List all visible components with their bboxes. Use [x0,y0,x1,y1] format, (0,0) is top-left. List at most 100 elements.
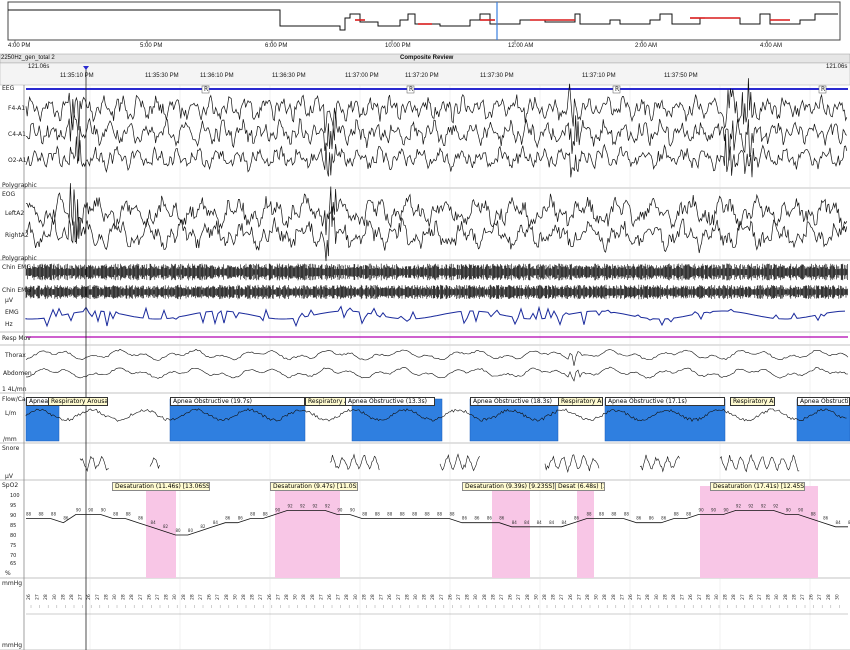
desat-event-0[interactable]: Desaturation (11.46s) [13.06SS] [112,482,210,491]
resp-event-1[interactable]: Respiratory Arousal [48,397,108,406]
emg-chin-label: Chin EMG [2,287,31,294]
desat-event-3[interactable]: Desat (6.48s) [12.7SS] [555,482,605,491]
resp-event-9[interactable]: Apnea Obstructive [797,397,850,406]
hr-value: 26 [688,594,694,600]
emg-group-label: Chin EMG [2,264,31,271]
hr-value: 27 [499,594,505,600]
flow-group-label: Flow/Cann [2,396,34,403]
respiratory-events[interactable] [25,398,850,442]
spo2-value: 88 [26,512,32,517]
overview-time-5[interactable]: 2:00 AM [635,43,658,49]
hr-value: 27 [680,594,686,600]
hr-value: 27 [275,594,281,600]
hr-value: 28 [129,594,135,600]
spo2-value: 84 [549,520,555,525]
desat-event-4[interactable]: Desaturation (17.41s) [12.45SS] [710,482,805,491]
stage-mark-2: R [615,86,620,93]
overview-time-1[interactable]: 5:00 PM [140,43,163,49]
hr-value: 30 [654,594,660,600]
hr-value: 28 [181,594,187,600]
hr-value: 28 [465,594,471,600]
time-bar [0,62,850,86]
eeg-o2-label: O2-A1 [8,157,27,164]
hr-value: 28 [645,594,651,600]
time-tick-8: 11:37:50 PM [664,73,698,79]
resp-event-8[interactable]: Respiratory Arousal [730,397,775,406]
spo2-value: 88 [449,512,455,517]
time-tick-1: 11:35:30 PM [145,73,179,79]
hr-value: 28 [301,594,307,600]
hr-value: 28 [241,594,247,600]
desaturation-events[interactable] [146,486,818,578]
hr-value: 27 [697,594,703,600]
channel-dividers [0,85,850,650]
resp-event-6[interactable]: Respiratory Arousal [558,397,603,406]
hr-value: 28 [60,594,66,600]
overview-time-3[interactable]: 10:00 PM [385,43,411,49]
spo2-value: 92 [300,503,306,508]
overview-time-2[interactable]: 6:00 PM [265,43,288,49]
hr-value: 26 [146,594,152,600]
spo2-value: 88 [400,512,406,517]
spo2-value: 82 [163,524,169,529]
hr-value: 28 [370,594,376,600]
hr-value: 28 [250,594,256,600]
hr-value: 26 [267,594,273,600]
hr-value: 28 [731,594,737,600]
hypnogram-overview[interactable] [8,9,840,43]
poly1-label: Polygraphic [2,182,37,189]
spo2-value: 88 [425,512,431,517]
overview-time-4[interactable]: 12:00 AM [508,43,534,49]
spo2-value: 86 [499,516,505,521]
spo2-value: 84 [512,520,518,525]
spo2-value: 86 [138,516,144,521]
hr-value: 28 [361,594,367,600]
cursor-marker[interactable] [83,66,89,70]
hr-value: 28 [164,594,170,600]
bottom-group-label: mmHg [2,580,23,587]
spo2-value: 86 [238,516,244,521]
spo2-value: 90 [275,508,281,513]
spo2-value: 80 [175,528,181,533]
resp-event-2[interactable]: Apnea Obstructive (19.7s) [170,397,305,406]
overview-panel[interactable] [7,1,841,41]
eog-left-label: LeftA2 [5,210,25,217]
time-tick-5: 11:37:20 PM [405,73,439,79]
hr-value: 30 [232,594,238,600]
spo2-value: 86 [225,516,231,521]
overview-time-6[interactable]: 4:00 AM [760,43,783,49]
desat-event-2[interactable]: Desaturation (9.39s) [9.23SS] [462,482,557,491]
spo2-tick-2: 90 [10,513,17,519]
spo2-value: 86 [636,516,642,521]
resp-event-5[interactable]: Apnea Obstructive (18.3s) [470,397,560,406]
eeg-f4-label: F4-A1 [8,105,26,112]
spo2-value: 88 [611,512,617,517]
desat-event-1[interactable]: Desaturation (9.47s) [11.0SS] [270,482,358,491]
resp-event-4[interactable]: Apnea Obstructive (13.3s) [345,397,435,406]
hr-value: 28 [705,594,711,600]
hr-value: 28 [542,594,548,600]
spo2-value: 88 [362,512,368,517]
hr-value: 27 [198,594,204,600]
spo2-value: 88 [686,512,692,517]
hr-value: 30 [594,594,600,600]
hr-value: 28 [826,594,832,600]
hr-value: 27 [215,594,221,600]
hr-value: 27 [559,594,565,600]
hr-value: 27 [336,594,342,600]
resp-event-7[interactable]: Apnea Obstructive (17.1s) [605,397,725,406]
hr-value: 26 [387,594,393,600]
spo2-value: 86 [462,516,468,521]
spo2-value: 86 [63,516,69,521]
time-tick-4: 11:37:00 PM [345,73,379,79]
spo2-value: 90 [798,508,804,513]
overview-time-0[interactable]: 4:00 PM [8,43,31,49]
hr-value: 30 [293,594,299,600]
spo2-value: 84 [524,520,530,525]
spo2-value: 84 [537,520,543,525]
spo2-value: 90 [723,508,729,513]
hr-value: 28 [611,594,617,600]
montage-selector[interactable]: 2250Hz_gen_total 2 [1,55,55,61]
abdomen-label: Abdomen [3,370,32,377]
